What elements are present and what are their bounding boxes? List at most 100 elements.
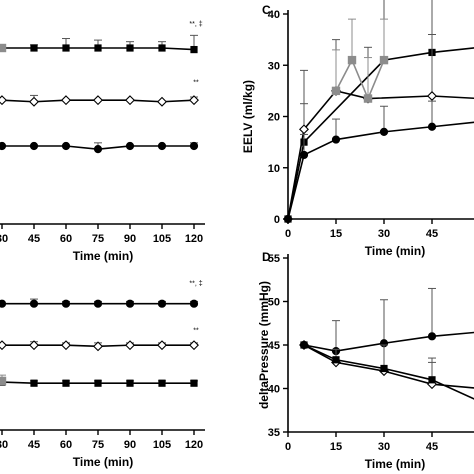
x-tick-label: 75 (92, 233, 104, 245)
data-point (157, 340, 167, 351)
series-line (287, 89, 474, 220)
data-point (189, 340, 199, 351)
x-axis-title: Time (min) (365, 457, 425, 471)
data-point (332, 356, 340, 364)
x-tick-label: 15 (330, 228, 342, 240)
data-point (93, 299, 103, 308)
x-tick-label: 45 (28, 439, 40, 451)
series-line (287, 121, 474, 220)
data-point (93, 145, 103, 154)
data-point (427, 91, 437, 101)
significance-annotation: **, ‡ (189, 21, 202, 28)
x-tick-label: 45 (426, 441, 438, 453)
data-point (331, 86, 341, 96)
significance-annotation: ** (193, 328, 199, 335)
x-axis-title: Time (min) (365, 244, 425, 258)
y-tick-label: 40 (268, 9, 280, 21)
data-point (125, 340, 135, 351)
data-point (379, 127, 389, 136)
data-point (125, 299, 135, 308)
data-point (0, 43, 7, 53)
data-point (299, 150, 309, 160)
x-tick-label: 90 (124, 233, 136, 245)
data-point (29, 299, 39, 308)
data-point (126, 379, 134, 387)
y-tick-label: 50 (268, 297, 280, 309)
y-tick-label: 20 (268, 112, 280, 124)
y-tick-label: 45 (268, 340, 280, 352)
y-axis-title: EELV (ml/kg) (241, 80, 255, 153)
data-point (94, 44, 102, 52)
chart-panel-top-left: 30 45 60 75 90 105 120 Time (min) **, ‡ ** (0, 21, 205, 263)
data-point (157, 299, 167, 308)
data-point (189, 141, 199, 151)
data-point (0, 299, 7, 308)
x-tick-label: 75 (92, 439, 104, 451)
data-point (347, 55, 357, 65)
data-point (427, 332, 437, 341)
x-tick-label: 15 (330, 441, 342, 453)
data-point (379, 55, 389, 65)
data-point (61, 340, 71, 351)
data-point (62, 44, 70, 52)
y-tick-label: 30 (268, 60, 280, 72)
x-tick-label: 120 (185, 439, 203, 451)
significance-annotation: **, ‡ (189, 280, 202, 287)
x-tick-label: 90 (124, 439, 136, 451)
data-point (158, 44, 166, 52)
data-point (363, 94, 373, 103)
data-point (0, 95, 7, 106)
data-point (157, 141, 167, 151)
data-point (158, 379, 166, 387)
data-point (126, 44, 134, 52)
data-point (299, 124, 309, 135)
x-axis-title: Time (min) (73, 455, 133, 469)
data-point (125, 95, 135, 106)
x-tick-label: 45 (28, 233, 40, 245)
data-point (300, 341, 308, 349)
data-point (125, 141, 135, 151)
data-point (331, 135, 341, 144)
data-point (30, 379, 38, 387)
data-point (62, 379, 70, 387)
chart-panel-bottom-left: 30 45 60 75 90 105 120 Time (min) **, ‡ ** (0, 280, 205, 469)
data-point (190, 45, 198, 54)
data-point (0, 340, 7, 351)
x-tick-label: 30 (378, 441, 390, 453)
data-point (189, 299, 199, 308)
y-tick-label: 35 (268, 427, 280, 439)
x-tick-label: 45 (426, 228, 438, 240)
series-line (303, 344, 474, 389)
x-axis-title: Time (min) (73, 249, 133, 263)
data-point (0, 141, 7, 151)
x-tick-label: 30 (0, 439, 8, 451)
data-point (428, 376, 436, 384)
data-point (94, 379, 102, 387)
y-tick-label: 10 (268, 163, 280, 175)
data-point (61, 95, 71, 106)
x-tick-label: 60 (60, 233, 72, 245)
x-tick-label: 120 (185, 233, 203, 245)
data-point (61, 141, 71, 151)
data-point (380, 364, 388, 373)
data-point (427, 122, 437, 131)
series-line (303, 331, 474, 352)
x-tick-label: 105 (153, 439, 171, 451)
series-line (335, 58, 385, 101)
data-point (93, 341, 103, 352)
data-point (283, 214, 293, 224)
x-tick-label: 30 (378, 228, 390, 240)
panel-letter-d: D (262, 250, 271, 264)
x-tick-label: 60 (60, 439, 72, 451)
data-point (61, 299, 71, 308)
data-point (30, 44, 38, 52)
x-tick-label: 30 (0, 233, 8, 245)
data-point (157, 96, 167, 107)
data-point (190, 379, 198, 387)
y-tick-label: 55 (268, 253, 280, 265)
data-point (93, 95, 103, 106)
data-point (29, 96, 39, 107)
series-line (303, 344, 474, 400)
data-point (29, 141, 39, 151)
